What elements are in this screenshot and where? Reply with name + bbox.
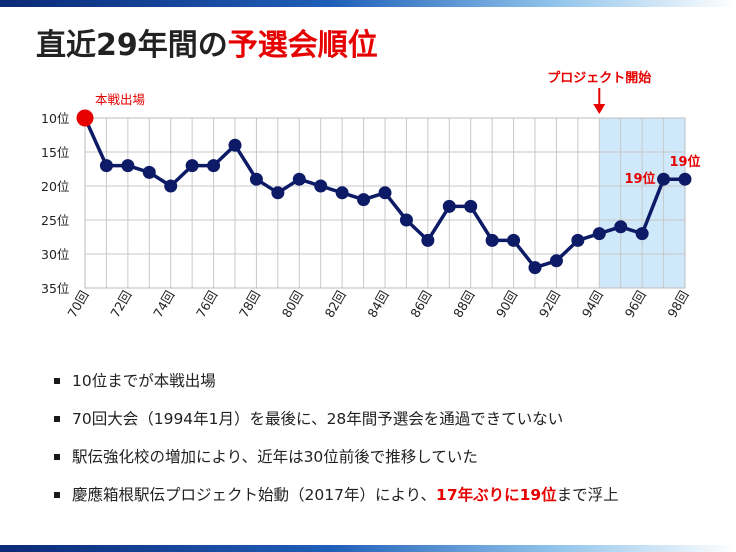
data-label-97: 19位 — [624, 171, 655, 187]
x-tick-label: 76回 — [193, 288, 220, 320]
data-point — [464, 199, 478, 213]
data-point — [485, 233, 499, 247]
top-accent-bar — [0, 0, 736, 7]
data-point — [271, 186, 285, 200]
bottom-accent-bar — [0, 545, 736, 552]
title-accent: 予選会順位 — [227, 28, 378, 63]
x-tick-label: 94回 — [579, 288, 606, 320]
data-point — [421, 233, 435, 247]
bullet-item: 10位までが本戦出場 — [52, 370, 619, 408]
bullet-text: 10位までが本戦出場 — [72, 372, 216, 390]
data-point — [635, 227, 649, 241]
data-point — [657, 172, 671, 186]
data-point — [507, 233, 521, 247]
x-tick-label: 98回 — [664, 288, 691, 320]
data-point — [335, 186, 349, 200]
x-tick-label: 78回 — [236, 288, 263, 320]
data-point — [378, 186, 392, 200]
annotation-main-race: 本戦出場 — [95, 92, 145, 107]
bullet-item: 慶應箱根駅伝プロジェクト始動（2017年）により、17年ぶりに19位まで浮上 — [52, 484, 619, 522]
data-point — [614, 220, 628, 234]
bullet-text: 駅伝強化校の増加により、近年は30位前後で推移していた — [72, 448, 478, 466]
data-point — [571, 233, 585, 247]
data-point — [99, 159, 113, 173]
bullet-list: 10位までが本戦出場 70回大会（1994年1月）を最後に、28年間予選会を通過… — [52, 370, 619, 522]
data-point — [314, 179, 328, 193]
data-point — [121, 159, 135, 173]
x-tick-label: 96回 — [622, 288, 649, 320]
bullet-text: 70回大会（1994年1月）を最後に、28年間予選会を通過できていない — [72, 410, 564, 428]
data-point — [249, 172, 263, 186]
x-tick-label: 72回 — [107, 288, 134, 320]
y-tick-label: 10位 — [41, 111, 69, 126]
bullet-text-prefix: 慶應箱根駅伝プロジェクト始動（2017年）により、 — [72, 486, 437, 504]
title-prefix: 直近29年間の — [36, 28, 228, 63]
plot-border — [84, 117, 686, 289]
y-tick-label: 35位 — [41, 281, 69, 296]
data-point — [678, 172, 692, 186]
bullet-text-suffix: まで浮上 — [556, 486, 619, 504]
project-arrow-head — [593, 104, 606, 114]
data-point — [399, 213, 413, 227]
data-point — [442, 199, 456, 213]
page-title: 直近29年間の予選会順位 — [36, 20, 378, 64]
bullet-text-highlight: 17年ぶりに19位 — [436, 486, 557, 504]
x-tick-label: 80回 — [279, 288, 306, 320]
data-point — [357, 193, 371, 207]
data-point — [228, 138, 242, 152]
y-tick-label: 15位 — [41, 145, 69, 160]
bullet-item: 70回大会（1994年1月）を最後に、28年間予選会を通過できていない — [52, 408, 619, 446]
x-tick-label: 90回 — [493, 288, 520, 320]
first-data-point — [76, 109, 94, 127]
x-tick-label: 84回 — [364, 288, 391, 320]
y-tick-label: 20位 — [41, 179, 69, 194]
data-point — [592, 227, 606, 241]
data-point — [164, 179, 178, 193]
bullet-marker — [54, 416, 60, 422]
x-tick-label: 74回 — [150, 288, 177, 320]
y-tick-label: 25位 — [41, 213, 69, 228]
data-point — [549, 254, 563, 268]
data-point — [207, 159, 221, 173]
x-tick-label: 92回 — [536, 288, 563, 320]
data-point — [292, 172, 306, 186]
x-tick-label: 82回 — [322, 288, 349, 320]
data-point — [528, 261, 542, 275]
x-tick-label: 88回 — [450, 288, 477, 320]
data-label-98: 19位 — [669, 154, 700, 170]
bullet-marker — [54, 492, 60, 498]
bullet-marker — [54, 378, 60, 384]
x-tick-label: 86回 — [407, 288, 434, 320]
data-point — [185, 159, 199, 173]
data-point — [142, 165, 156, 179]
annotation-project-start: プロジェクト開始 — [547, 70, 651, 86]
bullet-item: 駅伝強化校の増加により、近年は30位前後で推移していた — [52, 446, 619, 484]
bullet-marker — [54, 454, 60, 460]
y-tick-label: 30位 — [41, 247, 69, 262]
